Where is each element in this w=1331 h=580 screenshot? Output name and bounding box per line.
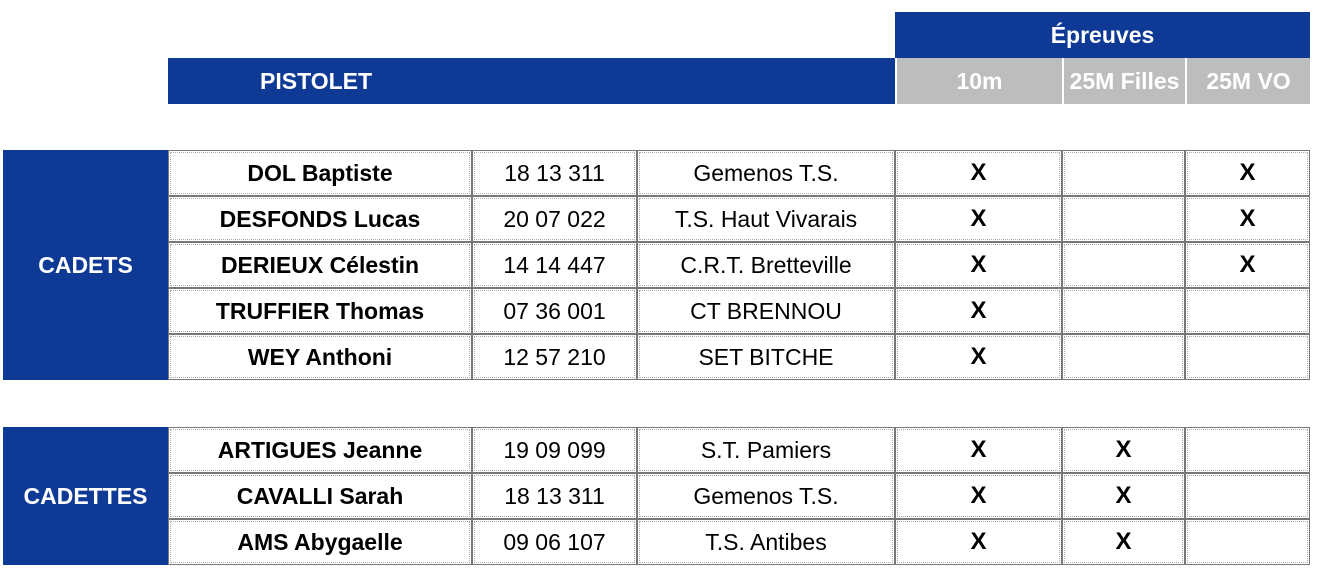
cell-name: DESFONDS Lucas [168, 196, 472, 242]
group-label: CADETS [3, 150, 168, 380]
event-mark: X [1185, 242, 1310, 288]
event-mark [1185, 334, 1310, 380]
cell-license: 20 07 022 [472, 196, 637, 242]
event-header: 25M VO [1185, 58, 1310, 104]
event-mark: X [1062, 427, 1185, 473]
cell-club: T.S. Haut Vivarais [637, 196, 895, 242]
event-mark: X [1185, 150, 1310, 196]
cell-license: 18 13 311 [472, 473, 637, 519]
event-mark [1185, 473, 1310, 519]
cell-license: 19 09 099 [472, 427, 637, 473]
event-mark [1062, 196, 1185, 242]
cell-club: Gemenos T.S. [637, 473, 895, 519]
event-mark: X [895, 473, 1062, 519]
event-mark: X [1062, 473, 1185, 519]
event-mark: X [1062, 519, 1185, 565]
cell-club: T.S. Antibes [637, 519, 895, 565]
cell-name: TRUFFIER Thomas [168, 288, 472, 334]
cell-name: DOL Baptiste [168, 150, 472, 196]
event-mark [1062, 334, 1185, 380]
event-mark: X [895, 196, 1062, 242]
cell-name: ARTIGUES Jeanne [168, 427, 472, 473]
cell-name: AMS Abygaelle [168, 519, 472, 565]
cell-license: 14 14 447 [472, 242, 637, 288]
event-mark: X [895, 427, 1062, 473]
event-mark [1062, 150, 1185, 196]
event-mark: X [895, 288, 1062, 334]
event-mark: X [895, 334, 1062, 380]
event-mark [1185, 288, 1310, 334]
cell-name: DERIEUX Célestin [168, 242, 472, 288]
event-header: 10m [895, 58, 1062, 104]
cell-club: Gemenos T.S. [637, 150, 895, 196]
event-mark: X [895, 150, 1062, 196]
cell-club: CT BRENNOU [637, 288, 895, 334]
cell-name: CAVALLI Sarah [168, 473, 472, 519]
event-mark [1062, 242, 1185, 288]
event-mark [1185, 427, 1310, 473]
event-mark: X [895, 519, 1062, 565]
cell-club: SET BITCHE [637, 334, 895, 380]
event-mark: X [895, 242, 1062, 288]
event-mark [1062, 288, 1185, 334]
cell-club: C.R.T. Bretteville [637, 242, 895, 288]
cell-license: 09 06 107 [472, 519, 637, 565]
event-mark [1185, 519, 1310, 565]
cell-name: WEY Anthoni [168, 334, 472, 380]
section-title: PISTOLET [168, 58, 895, 104]
cell-license: 18 13 311 [472, 150, 637, 196]
event-mark: X [1185, 196, 1310, 242]
event-header: 25M Filles [1062, 58, 1185, 104]
cell-club: S.T. Pamiers [637, 427, 895, 473]
cell-license: 12 57 210 [472, 334, 637, 380]
cell-license: 07 36 001 [472, 288, 637, 334]
group-label: CADETTES [3, 427, 168, 565]
events-title: Épreuves [895, 12, 1310, 58]
